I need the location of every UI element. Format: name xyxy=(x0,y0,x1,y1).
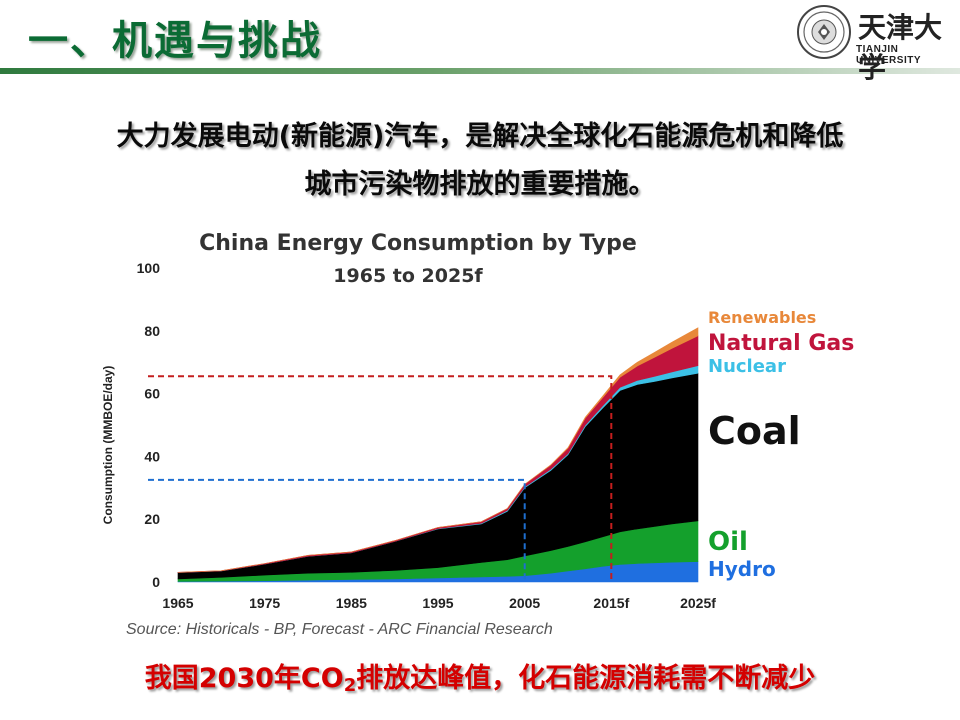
logo-chinese-name: 天津大学 xyxy=(858,11,943,84)
legend-label-renewables: Renewables xyxy=(708,308,816,327)
legend-label-oil: Oil xyxy=(708,527,748,557)
x-tick-label: 2025f xyxy=(680,595,716,611)
y-tick-label: 100 xyxy=(137,260,161,276)
headline-line-2: 城市污染物排放的重要措施。 xyxy=(304,169,656,200)
y-tick-label: 60 xyxy=(144,386,160,402)
y-tick-label: 0 xyxy=(152,574,160,590)
university-seal-icon xyxy=(797,5,851,59)
x-tick-label: 1995 xyxy=(422,595,453,611)
legend-label-coal: Coal xyxy=(708,409,801,453)
chart-title: China Energy Consumption by Type xyxy=(199,231,637,256)
y-axis-label: Consumption (MMBOE/day) xyxy=(101,366,115,525)
area-renewables xyxy=(177,327,699,573)
footer-text-before: 我国2030年CO xyxy=(144,663,344,694)
x-tick-label: 1965 xyxy=(162,595,193,611)
dashed-guide-2 xyxy=(148,375,613,582)
footer-message: 我国2030年CO2排放达峰值，化石能源消耗需不断减少 xyxy=(0,656,960,696)
legend-label-nuclear: Nuclear xyxy=(708,356,786,377)
y-tick-label: 80 xyxy=(144,323,160,339)
y-tick-label: 20 xyxy=(144,511,160,527)
legend-label-hydro: Hydro xyxy=(708,557,776,581)
logo-english-name: TIANJIN UNIVERSITY xyxy=(856,44,922,66)
energy-consumption-chart: China Energy Consumption by Type 1965 to … xyxy=(101,231,854,638)
y-tick-label: 40 xyxy=(144,448,160,464)
slide-title: 一、机遇与挑战 xyxy=(28,18,322,64)
dashed-guide-1 xyxy=(148,478,526,582)
chart-source-note: Source: Historicals - BP, Forecast - ARC… xyxy=(126,621,553,638)
legend-label-natural-gas: Natural Gas xyxy=(708,331,854,356)
x-tick-label: 1975 xyxy=(249,595,280,611)
x-tick-label: 2005 xyxy=(509,595,540,611)
title-divider xyxy=(0,68,960,74)
footer-subscript: 2 xyxy=(343,675,357,696)
x-tick-label: 1985 xyxy=(336,595,367,611)
chart-subtitle: 1965 to 2025f xyxy=(333,265,483,287)
university-logo: 天津大学 TIANJIN UNIVERSITY xyxy=(796,4,956,84)
footer-text-after: 排放达峰值，化石能源消耗需不断减少 xyxy=(356,663,816,694)
x-tick-label: 2015f xyxy=(593,595,629,611)
headline-line-1: 大力发展电动(新能源)汽车，是解决全球化石能源危机和降低 xyxy=(116,121,844,152)
